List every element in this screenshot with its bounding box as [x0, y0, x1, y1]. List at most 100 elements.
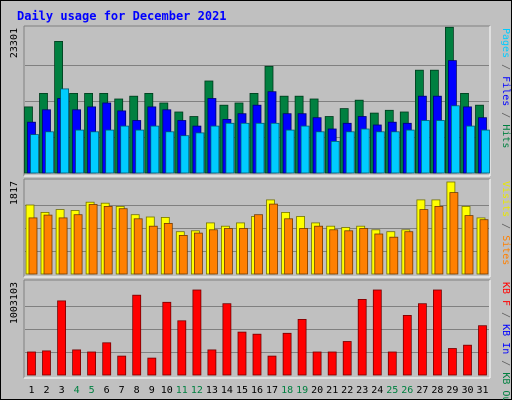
x-tick-label-5: 5	[89, 385, 95, 396]
x-tick-label-12: 12	[191, 385, 203, 396]
bar-bandwidth-kb-f-17	[267, 355, 277, 376]
x-tick-label-4: 4	[74, 385, 80, 396]
x-tick-label-9: 9	[149, 385, 155, 396]
x-tick-label-30: 30	[461, 385, 473, 396]
bar-bandwidth-kb-f-22	[342, 341, 352, 376]
bar-bandwidth-kb-f-27	[417, 303, 427, 376]
bar-visits-sites-29	[449, 192, 459, 275]
x-tick-label-15: 15	[236, 385, 248, 396]
bar-bandwidth-kb-f-1	[27, 351, 36, 376]
bar-bandwidth-kb-f-13	[207, 349, 217, 376]
legend-entry: Sites	[500, 235, 511, 265]
bar-requests-pages-22	[345, 131, 355, 174]
x-tick-label-25: 25	[386, 385, 398, 396]
panel-max-label: 23301	[9, 28, 20, 58]
bar-requests-pages-7	[120, 125, 130, 174]
bar-bandwidth-kb-f-31	[478, 325, 487, 376]
x-tick-label-24: 24	[371, 385, 383, 396]
bar-bandwidth-kb-f-24	[372, 289, 382, 376]
legend-entry: KB In	[500, 324, 511, 354]
panel-max-label: 1817	[9, 181, 20, 205]
bar-bandwidth-kb-f-10	[162, 301, 172, 376]
x-tick-label-10: 10	[161, 385, 173, 396]
x-tick-label-14: 14	[221, 385, 233, 396]
bar-visits-sites-2	[43, 214, 53, 275]
x-tick-label-3: 3	[59, 385, 65, 396]
bar-requests-pages-16	[255, 122, 265, 174]
bar-requests-pages-23	[360, 128, 370, 174]
x-tick-label-29: 29	[446, 385, 458, 396]
bar-visits-sites-9	[148, 225, 158, 275]
x-tick-label-27: 27	[416, 385, 428, 396]
bar-visits-sites-25	[389, 236, 399, 275]
x-tick-label-17: 17	[266, 385, 278, 396]
bar-visits-sites-14	[223, 228, 233, 275]
bar-bandwidth-kb-f-7	[117, 355, 127, 376]
bar-visits-sites-10	[163, 222, 173, 275]
bar-bandwidth-kb-f-3	[57, 300, 66, 376]
bar-bandwidth-kb-f-2	[42, 350, 51, 376]
bar-bandwidth-kb-f-11	[177, 320, 187, 376]
bar-visits-sites-30	[464, 215, 474, 275]
bar-visits-sites-13	[208, 229, 218, 275]
bar-visits-sites-28	[434, 205, 444, 275]
bar-requests-pages-21	[330, 140, 340, 174]
bar-visits-sites-17	[269, 203, 278, 275]
bar-visits-sites-7	[118, 208, 128, 275]
bar-bandwidth-kb-f-8	[132, 294, 142, 376]
bar-requests-pages-5	[90, 131, 99, 174]
bar-requests-pages-27	[420, 120, 430, 174]
x-tick-label-21: 21	[326, 385, 338, 396]
bar-requests-pages-26	[405, 129, 415, 174]
x-tick-label-2: 2	[43, 385, 49, 396]
bar-visits-sites-22	[344, 230, 354, 275]
bar-requests-pages-18	[285, 129, 295, 174]
bar-requests-pages-1	[30, 134, 39, 174]
bar-visits-sites-23	[359, 228, 369, 275]
bar-requests-pages-19	[300, 125, 310, 174]
panel-legend: KB F / KB In / KB Out	[500, 282, 511, 400]
bar-requests-pages-4	[75, 129, 84, 174]
legend-entry: KB Out	[500, 372, 511, 400]
bar-visits-sites-1	[28, 217, 38, 275]
bar-bandwidth-kb-f-23	[357, 298, 367, 376]
panel-bandwidth: 1003103 KB F / KB In / KB Out	[9, 279, 511, 400]
bar-requests-pages-6	[105, 129, 115, 174]
bar-bandwidth-kb-f-14	[222, 303, 232, 376]
bar-visits-sites-11	[178, 234, 188, 275]
bar-visits-sites-3	[58, 217, 68, 275]
panel-legend: Visits / Sites	[500, 181, 511, 265]
bar-requests-pages-24	[375, 131, 385, 174]
bar-requests-pages-13	[210, 125, 220, 174]
legend-entry: Visits	[500, 181, 511, 217]
chart-title: Daily usage for December 2021	[17, 9, 227, 23]
bar-bandwidth-kb-f-12	[192, 289, 202, 376]
x-tick-label-11: 11	[176, 385, 188, 396]
bar-visits-sites-5	[88, 204, 98, 275]
bar-visits-sites-20	[314, 225, 324, 275]
bar-bandwidth-kb-f-5	[87, 351, 96, 376]
bar-bandwidth-kb-f-30	[463, 344, 472, 376]
bar-requests-pages-30	[466, 125, 475, 174]
bar-requests-pages-29	[450, 105, 460, 174]
x-tick-label-18: 18	[281, 385, 293, 396]
bar-bandwidth-kb-f-25	[387, 351, 397, 376]
bar-visits-sites-16	[254, 214, 263, 275]
legend-entry: /	[500, 354, 511, 372]
x-tick-label-13: 13	[206, 385, 218, 396]
x-tick-label-19: 19	[296, 385, 308, 396]
x-tick-label-6: 6	[104, 385, 110, 396]
panel-visits: 1817 Visits / Sites	[9, 178, 511, 278]
legend-entry: Pages	[500, 28, 511, 58]
bar-requests-pages-25	[390, 131, 400, 174]
bar-visits-sites-12	[193, 232, 203, 275]
bar-requests-pages-3	[60, 88, 69, 174]
x-tick-label-20: 20	[311, 385, 323, 396]
panel-requests: 23301 Pages / Files / Hits	[9, 25, 511, 177]
bar-bandwidth-kb-f-18	[282, 332, 292, 376]
bar-requests-pages-28	[435, 120, 445, 174]
bar-requests-pages-8	[135, 129, 145, 174]
bar-bandwidth-kb-f-21	[327, 351, 337, 376]
x-tick-label-22: 22	[341, 385, 353, 396]
